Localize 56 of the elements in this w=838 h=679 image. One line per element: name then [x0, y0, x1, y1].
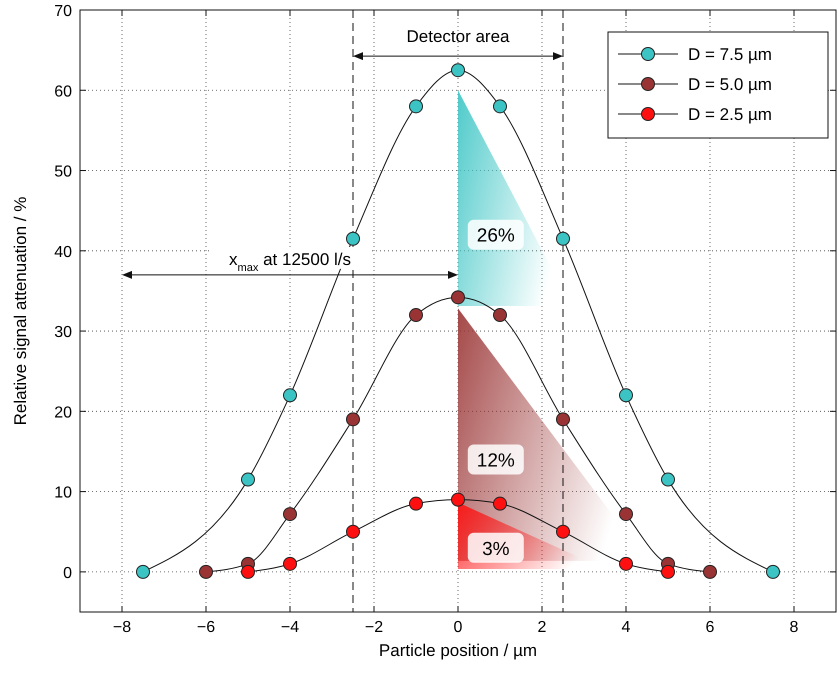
y-tick-label: 60 [54, 83, 72, 100]
annotation: x$_{max}$ at 12500 l/s [229, 250, 351, 274]
x-tick-label: −2 [364, 619, 384, 636]
point [136, 564, 150, 579]
point [409, 99, 423, 114]
legend-label: D = 7.5 µm [688, 45, 772, 64]
annotation: 3% [482, 538, 510, 560]
point [283, 388, 297, 402]
x-axis-title: Particle position / µm [378, 641, 538, 660]
point [346, 412, 360, 426]
x-tick-label: 2 [538, 619, 547, 636]
point [703, 564, 717, 579]
point [409, 496, 423, 511]
x-tick-label: 6 [706, 619, 715, 636]
point [619, 388, 633, 402]
x-tick-label: 4 [622, 619, 631, 636]
point [493, 99, 507, 114]
point [409, 308, 423, 322]
point [766, 564, 780, 579]
point [661, 564, 675, 579]
legend-label: D = 2.5 µm [688, 105, 772, 124]
point [556, 524, 570, 539]
x-tick-label: 0 [454, 619, 463, 636]
point [283, 556, 297, 571]
y-axis-title: Relative signal attenuation / % [11, 196, 30, 426]
point [556, 232, 570, 246]
y-tick-label: 70 [54, 3, 72, 20]
point [451, 63, 465, 78]
point [199, 564, 213, 579]
y-tick-label: 40 [54, 244, 72, 261]
annotation: Detector area [406, 27, 510, 46]
point [346, 232, 360, 246]
point [241, 472, 255, 487]
point [556, 412, 570, 426]
legend-label: D = 5.0 µm [688, 75, 772, 94]
x-tick-label: −4 [280, 619, 300, 636]
y-tick-label: 0 [63, 564, 72, 582]
point [619, 556, 633, 571]
y-tick-label: 10 [54, 484, 72, 502]
point [241, 564, 255, 579]
point [346, 524, 360, 539]
annotation: 26% [476, 226, 515, 247]
point [283, 507, 297, 522]
point [493, 308, 507, 322]
x-tick-label: −8 [112, 619, 132, 636]
point [619, 507, 633, 522]
annotation: 12% [476, 450, 515, 472]
y-tick-label: 50 [54, 164, 72, 181]
y-tick-label: 20 [54, 404, 72, 422]
x-tick-label: −6 [196, 619, 216, 636]
x-tick-label: 8 [790, 619, 799, 636]
point [493, 496, 507, 511]
point [661, 472, 675, 487]
point [451, 492, 465, 507]
y-tick-label: 30 [54, 324, 72, 342]
point [451, 290, 465, 304]
